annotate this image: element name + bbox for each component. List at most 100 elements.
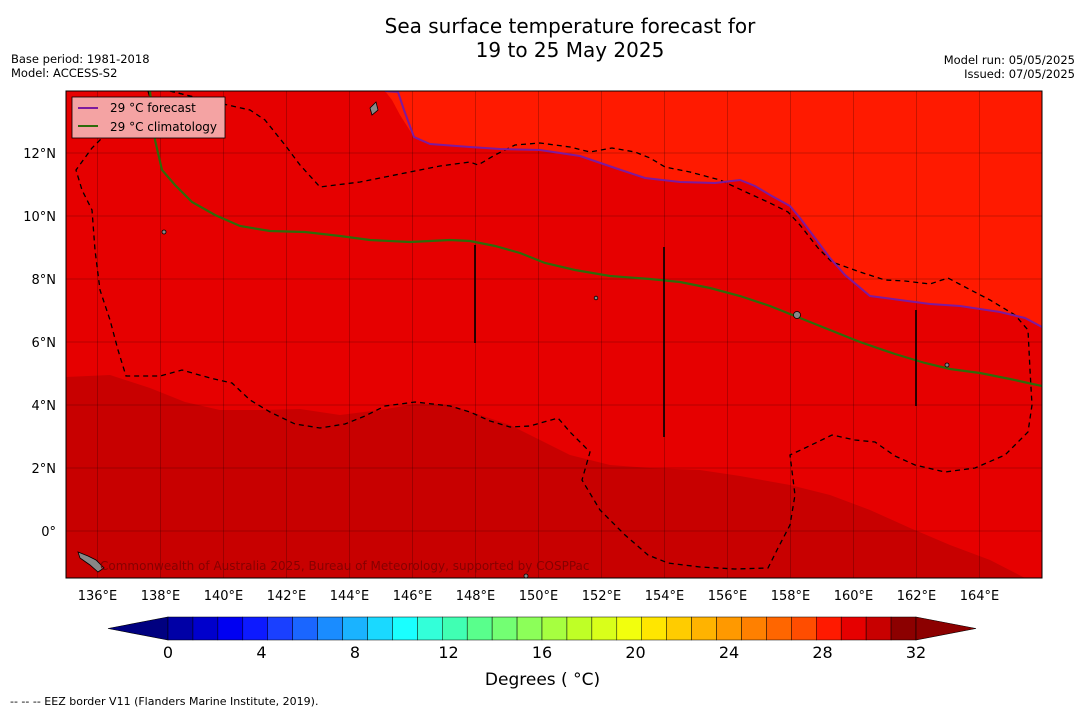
x-tick-label: 138°E: [141, 589, 181, 604]
x-tick-label: 160°E: [834, 589, 874, 604]
colorbar-tick-label: 12: [438, 643, 458, 662]
eez-borders: [75, 91, 1033, 570]
colorbar-swatch: [267, 616, 293, 641]
y-tick-label: 2°N: [32, 462, 57, 477]
x-tick-label: 142°E: [267, 589, 307, 604]
forecast-29c-line: [384, 91, 1042, 328]
island-shape: [369, 101, 379, 116]
vertical-artifacts: [474, 245, 917, 437]
x-axis-ticks: 136°E 138°E 140°E 142°E 144°E 146°E 148°E 150°E…: [78, 589, 1000, 604]
x-tick-label: 144°E: [330, 589, 370, 604]
colorbar-swatch: [367, 616, 393, 641]
x-tick-label: 162°E: [897, 589, 937, 604]
title-line-2: 19 to 25 May 2025: [475, 38, 665, 62]
y-axis-ticks: 12°N 10°N 8°N 6°N 4°N 2°N 0°: [23, 147, 56, 540]
colorbar-swatch: [242, 616, 268, 641]
colorbar-swatch: [342, 616, 368, 641]
colorbar-label: Degrees ( °C): [484, 670, 601, 690]
map-legend: 29 °C forecast 29 °C climatology: [71, 96, 226, 139]
colorbar: [107, 616, 977, 641]
colorbar-tick-label: 24: [719, 643, 739, 662]
colorbar-swatch: [217, 616, 244, 641]
colorbar-swatch: [766, 616, 792, 641]
colorbar-swatch: [791, 616, 817, 641]
colorbar-swatch: [442, 616, 468, 641]
colorbar-extension-low: [107, 616, 169, 641]
x-tick-label: 164°E: [960, 589, 1000, 604]
colorbar-swatch: [641, 616, 667, 641]
colorbar-swatch: [566, 616, 593, 641]
island-shape: [523, 573, 529, 578]
colorbar-swatch: [541, 616, 568, 641]
y-tick-label: 6°N: [32, 336, 57, 351]
chart-title: Sea surface temperature forecast for 19 …: [0, 14, 1085, 62]
climatology-29c-line: [148, 91, 1042, 388]
eez-border-palau-fsm-west: [75, 91, 1033, 570]
issue-info: Model run: 05/05/2025 Issued: 07/05/2025: [944, 53, 1075, 81]
eez-border-pad: [169, 91, 211, 102]
y-tick-label: 10°N: [23, 210, 56, 225]
island-shape: [793, 311, 801, 319]
base-period-text: Base period: 1981-2018: [11, 52, 150, 66]
y-tick-label: 0°: [41, 525, 56, 540]
colorbar-swatch: [591, 616, 618, 641]
issued-text: Issued: 07/05/2025: [964, 67, 1075, 81]
colorbar-tick-label: 4: [256, 643, 266, 662]
colorbar-tick-label: 28: [812, 643, 832, 662]
x-tick-label: 136°E: [78, 589, 118, 604]
title-line-1: Sea surface temperature forecast for: [384, 14, 756, 38]
colorbar-tick-label: 0: [163, 643, 173, 662]
islands: [77, 101, 950, 578]
legend-box: [71, 96, 226, 139]
colorbar-tick-label: 16: [532, 643, 552, 662]
island-shape: [161, 229, 167, 235]
colorbar-swatch: [691, 616, 717, 641]
colorbar-swatch: [741, 616, 767, 641]
colorbar-tick-label: 8: [350, 643, 360, 662]
model-run-text: Model run: 05/05/2025: [943, 53, 1075, 67]
x-tick-label: 148°E: [456, 589, 496, 604]
copyright-text: Commonwealth of Australia 2025, Bureau o…: [100, 559, 590, 573]
colorbar-tick-label: 32: [906, 643, 926, 662]
colorbar-swatch: [716, 616, 742, 641]
x-tick-label: 158°E: [771, 589, 811, 604]
island-shape: [77, 551, 105, 573]
colorbar-swatch: [616, 616, 642, 641]
model-text: Model: ACCESS-S2: [11, 66, 118, 80]
y-tick-label: 4°N: [32, 399, 57, 414]
colorbar-swatch: [865, 616, 892, 641]
y-tick-label: 8°N: [32, 273, 57, 288]
island-shape: [593, 295, 599, 301]
legend-forecast-label: 29 °C forecast: [110, 101, 196, 115]
x-tick-label: 140°E: [204, 589, 244, 604]
colorbar-swatch: [167, 616, 194, 641]
colorbar-swatch: [317, 616, 343, 641]
colorbar-swatch: [292, 616, 318, 641]
colorbar-swatch: [890, 616, 917, 641]
x-tick-label: 156°E: [708, 589, 748, 604]
sst-cool-region: [66, 375, 1025, 578]
x-tick-label: 152°E: [582, 589, 622, 604]
x-tick-label: 146°E: [393, 589, 433, 604]
colorbar-swatch: [392, 616, 418, 641]
sst-warm-region: [385, 91, 1042, 327]
island-shape: [944, 362, 950, 368]
colorbar-ticks: 0 4 8 12 16 20 24 28 32: [163, 643, 926, 662]
colorbar-swatch: [816, 616, 842, 641]
y-tick-label: 12°N: [23, 147, 56, 162]
footnote: -- -- -- EEZ border V11 (Flanders Marine…: [10, 695, 319, 708]
x-tick-label: 150°E: [519, 589, 559, 604]
colorbar-swatch: [491, 616, 518, 641]
model-info: Base period: 1981-2018 Model: ACCESS-S2: [11, 52, 150, 80]
colorbar-tick-label: 20: [625, 643, 645, 662]
colorbar-swatch: [192, 616, 219, 641]
x-tick-label: 154°E: [645, 589, 685, 604]
map-border: [65, 90, 1043, 579]
legend-climatology-label: 29 °C climatology: [110, 120, 217, 134]
colorbar-swatch: [666, 616, 692, 641]
map-area: Commonwealth of Australia 2025, Bureau o…: [66, 91, 1042, 578]
colorbar-swatch: [840, 616, 867, 641]
colorbar-extension-high: [915, 616, 977, 641]
colorbar-swatch: [417, 616, 443, 641]
